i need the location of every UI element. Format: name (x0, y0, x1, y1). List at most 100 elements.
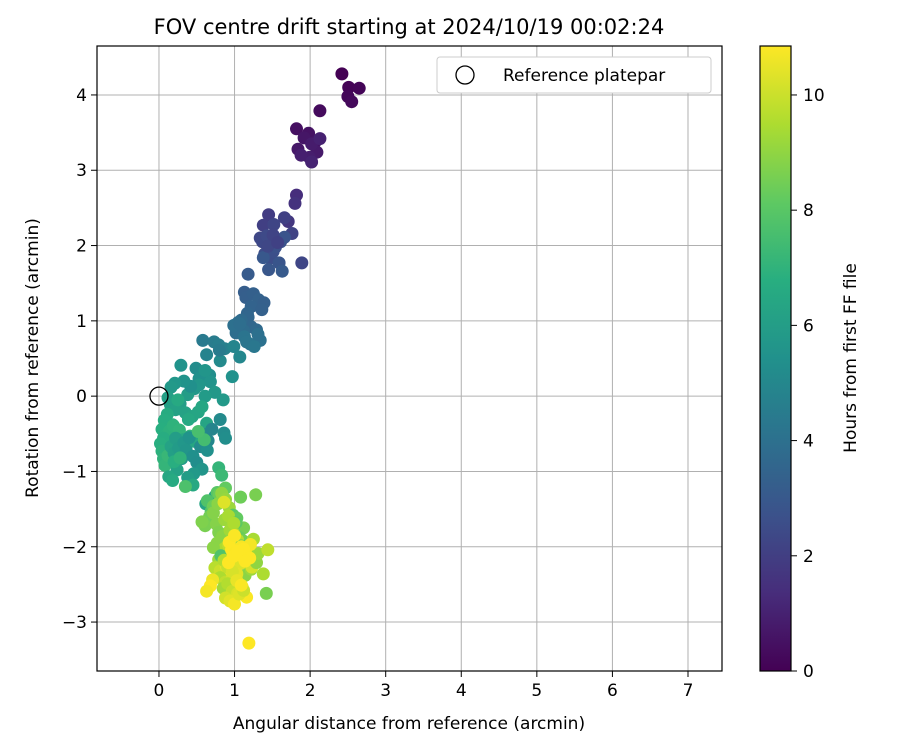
data-point (256, 218, 270, 232)
data-point (255, 303, 269, 317)
colorbar-tick-label: 10 (803, 86, 825, 106)
data-point (171, 393, 185, 407)
x-tick-label: 0 (154, 681, 165, 701)
x-tick-label: 2 (305, 681, 316, 701)
y-axis-ticks: −3 −2 −1 0 1 2 3 4 (62, 86, 97, 633)
y-tick-label: 1 (76, 312, 87, 332)
y-tick-label: 2 (76, 237, 87, 257)
data-point (196, 333, 210, 347)
colorbar-tick-label: 2 (803, 547, 814, 567)
y-tick-label: 3 (76, 161, 87, 181)
y-tick-label: −1 (62, 462, 87, 482)
data-point (215, 468, 229, 482)
data-point (205, 422, 219, 436)
data-point (305, 155, 319, 169)
colorbar-gradient (759, 45, 792, 672)
data-point (234, 490, 248, 504)
reference-platepar-marker (149, 386, 169, 406)
colorbar-tick-label: 0 (803, 662, 814, 682)
legend-box (436, 56, 712, 94)
colorbar-ticks: 0 2 4 6 8 10 (791, 86, 825, 682)
data-point (247, 340, 261, 353)
data-point (241, 267, 255, 281)
data-point (275, 264, 289, 278)
x-tick-label: 6 (607, 681, 618, 701)
x-tick-label: 7 (683, 681, 694, 701)
data-point (313, 104, 327, 118)
x-axis-label: Angular distance from reference (arcmin) (233, 714, 585, 734)
data-point (198, 389, 212, 403)
y-tick-label: −3 (62, 613, 87, 633)
data-point (335, 67, 349, 81)
data-point (173, 451, 187, 465)
x-tick-label: 1 (229, 681, 240, 701)
data-point (262, 263, 276, 277)
data-points (154, 67, 366, 650)
colorbar-tick-label: 4 (803, 432, 814, 452)
data-point (208, 385, 222, 399)
data-point (216, 393, 230, 407)
data-point (313, 132, 327, 146)
colorbar-tick-label: 8 (803, 201, 814, 221)
data-point (174, 358, 188, 372)
data-point (251, 327, 265, 341)
colorbar-tick-label: 6 (803, 316, 814, 336)
colorbar: 0 2 4 6 8 10 Hours from first FF file (759, 45, 861, 682)
data-point (206, 541, 220, 554)
plot-frame (96, 45, 723, 672)
data-point (217, 495, 231, 509)
data-point (213, 413, 227, 426)
data-point (277, 211, 291, 225)
data-point (195, 400, 209, 414)
data-point (225, 370, 239, 384)
data-point (345, 95, 359, 109)
data-point (219, 431, 232, 445)
data-point (256, 251, 270, 265)
data-point (256, 567, 270, 581)
y-axis-label: Rotation from reference (arcmin) (23, 218, 43, 498)
data-point (259, 586, 273, 600)
data-point (200, 584, 214, 598)
data-point (261, 543, 275, 557)
data-point (195, 515, 209, 529)
data-point (166, 474, 180, 487)
data-point (191, 425, 205, 438)
data-point (200, 443, 214, 457)
colorbar-label: Hours from first FF file (841, 263, 861, 453)
data-point (228, 529, 241, 542)
x-tick-label: 5 (531, 681, 542, 701)
data-point (203, 375, 217, 389)
data-point (271, 236, 285, 249)
chart-title: FOV centre drift starting at 2024/10/19 … (154, 15, 665, 39)
data-point (227, 340, 241, 353)
x-tick-label: 4 (456, 681, 467, 701)
x-tick-label: 3 (380, 681, 391, 701)
legend-label: Reference platepar (503, 66, 665, 86)
data-point (261, 239, 275, 253)
data-point (262, 208, 276, 222)
legend: Reference platepar (436, 56, 712, 94)
data-point (212, 343, 226, 357)
data-point (267, 218, 281, 231)
y-tick-label: −2 (62, 538, 87, 558)
x-axis-ticks: 0 1 2 3 4 5 6 7 (154, 671, 694, 701)
legend-marker (455, 65, 475, 85)
data-point (200, 348, 214, 362)
data-point (213, 354, 227, 368)
data-point (233, 350, 247, 364)
data-point (182, 431, 196, 445)
data-point (288, 196, 302, 210)
data-point (290, 122, 303, 136)
data-point (294, 148, 308, 162)
data-point (164, 380, 178, 394)
data-point (352, 81, 366, 95)
data-point (198, 364, 212, 377)
data-point (233, 317, 247, 331)
data-point (227, 516, 241, 530)
data-point (181, 413, 195, 426)
y-tick-label: 4 (76, 86, 87, 106)
data-point (231, 544, 245, 558)
data-point (234, 578, 248, 592)
